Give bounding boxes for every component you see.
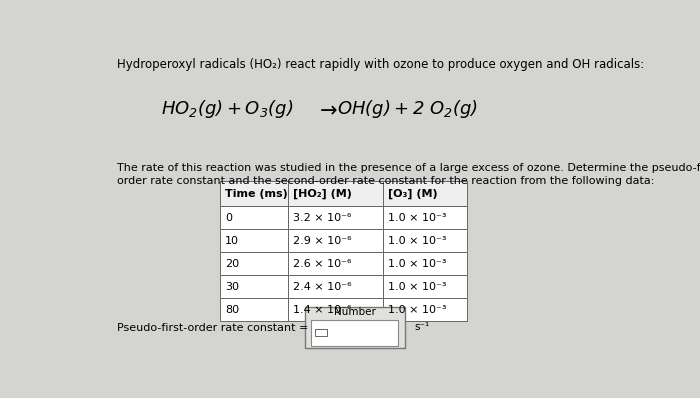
Bar bbox=[220, 229, 288, 252]
Text: [O₃] (M): [O₃] (M) bbox=[388, 189, 437, 199]
Text: 1.0 × 10⁻³: 1.0 × 10⁻³ bbox=[388, 282, 446, 292]
Bar bbox=[288, 206, 383, 229]
Text: 10: 10 bbox=[225, 236, 239, 246]
Bar bbox=[220, 252, 288, 275]
Text: 2.6 × 10⁻⁶: 2.6 × 10⁻⁶ bbox=[293, 259, 351, 269]
Text: Pseudo-first-order rate constant =: Pseudo-first-order rate constant = bbox=[118, 323, 309, 333]
Text: 80: 80 bbox=[225, 304, 239, 315]
Bar bbox=[311, 320, 398, 345]
Bar bbox=[383, 206, 468, 229]
Text: The rate of this reaction was studied in the presence of a large excess of ozone: The rate of this reaction was studied in… bbox=[118, 163, 700, 186]
Bar bbox=[315, 329, 328, 336]
Bar bbox=[288, 181, 383, 206]
Bar bbox=[383, 275, 468, 298]
Bar bbox=[383, 252, 468, 275]
Bar bbox=[288, 252, 383, 275]
Text: $\mathregular{OH(g)+2\ O_2(g)}$: $\mathregular{OH(g)+2\ O_2(g)}$ bbox=[337, 98, 478, 120]
Text: Hydroperoxyl radicals (HO₂) react rapidly with ozone to produce oxygen and OH ra: Hydroperoxyl radicals (HO₂) react rapidl… bbox=[118, 59, 645, 72]
Bar bbox=[383, 298, 468, 321]
Bar bbox=[288, 229, 383, 252]
Bar bbox=[220, 181, 288, 206]
Text: 20: 20 bbox=[225, 259, 239, 269]
Text: Number: Number bbox=[334, 307, 376, 317]
Text: 0: 0 bbox=[225, 213, 232, 223]
Bar bbox=[220, 206, 288, 229]
Bar bbox=[383, 181, 468, 206]
Bar bbox=[220, 275, 288, 298]
Text: 1.4 × 10⁻⁶: 1.4 × 10⁻⁶ bbox=[293, 304, 351, 315]
Text: 1.0 × 10⁻³: 1.0 × 10⁻³ bbox=[388, 259, 446, 269]
Bar bbox=[220, 298, 288, 321]
Text: 3.2 × 10⁻⁶: 3.2 × 10⁻⁶ bbox=[293, 213, 351, 223]
Text: [HO₂] (M): [HO₂] (M) bbox=[293, 189, 351, 199]
Text: 2.9 × 10⁻⁶: 2.9 × 10⁻⁶ bbox=[293, 236, 351, 246]
Text: $\mathregular{HO_2(g)+O_3(g)}$: $\mathregular{HO_2(g)+O_3(g)}$ bbox=[161, 98, 294, 120]
Bar bbox=[288, 275, 383, 298]
Bar bbox=[288, 298, 383, 321]
Text: s⁻¹: s⁻¹ bbox=[414, 322, 430, 332]
Text: $\mathregular{\rightarrow}$: $\mathregular{\rightarrow}$ bbox=[315, 99, 337, 119]
Text: 30: 30 bbox=[225, 282, 239, 292]
Text: 1.0 × 10⁻³: 1.0 × 10⁻³ bbox=[388, 213, 446, 223]
Bar bbox=[383, 229, 468, 252]
Text: 1.0 × 10⁻³: 1.0 × 10⁻³ bbox=[388, 304, 446, 315]
Text: 1.0 × 10⁻³: 1.0 × 10⁻³ bbox=[388, 236, 446, 246]
Text: Time (ms): Time (ms) bbox=[225, 189, 288, 199]
Bar bbox=[304, 307, 405, 348]
Text: 2.4 × 10⁻⁶: 2.4 × 10⁻⁶ bbox=[293, 282, 351, 292]
